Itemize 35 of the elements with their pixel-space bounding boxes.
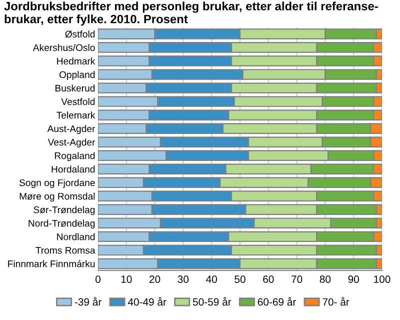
y-tick-label: Aust-Agder (47, 125, 96, 134)
x-tick-label: 20 (150, 276, 160, 283)
y-tick-label: Sogn og Fjordane (19, 179, 95, 188)
y-tick-label: Finnmark Finnmárku (8, 260, 95, 268)
y-tick-label: Hedmark (57, 58, 96, 65)
y-tick-label: Akershus/Oslo (32, 44, 95, 52)
x-tick-label: 0 (96, 276, 100, 283)
y-tick-label: Møre og Romsdal (20, 192, 95, 202)
y-tick-label: Telemark (56, 112, 96, 119)
legend-label: 60-69 år (258, 297, 296, 306)
y-tick-label: Rogaland (54, 152, 95, 162)
legend-label: 70- år (322, 297, 350, 306)
x-tick-label: 80 (320, 276, 331, 283)
x-tick-label: 60 (263, 276, 274, 283)
y-tick-label: Vest-Agder (48, 138, 96, 148)
x-tick-label: 90 (348, 276, 359, 283)
y-tick-label: Buskerud (56, 84, 95, 92)
chart-title: Jordbruksbedrifter med personleg brukar, etter alder til referanse- brukar, etter fylke. 2010. Prosent (4, 2, 378, 26)
y-tick-label: Nord-Trøndelag (28, 220, 95, 229)
y-tick-label: Nordland (57, 233, 95, 240)
y-tick-label: Hordaland (52, 166, 95, 173)
y-tick-label: Østfold (65, 30, 95, 38)
x-tick-label: 70 (292, 276, 302, 283)
y-tick-label: Vestfold (61, 98, 95, 106)
x-tick-label: 30 (178, 276, 189, 283)
legend-label: 50-59 år (192, 297, 232, 306)
y-tick-label: Oppland (59, 71, 95, 80)
x-tick-label: 50 (234, 276, 246, 283)
legend-label: -39 år (74, 297, 102, 306)
legend-label: 40-49 år (128, 297, 166, 306)
y-tick-label: Sør-Trøndelag (34, 206, 95, 216)
x-tick-label: 100 (374, 276, 390, 283)
y-tick-label: Troms Romsa (36, 247, 96, 254)
x-tick-label: 10 (121, 276, 132, 283)
x-tick-label: 40 (206, 276, 217, 283)
